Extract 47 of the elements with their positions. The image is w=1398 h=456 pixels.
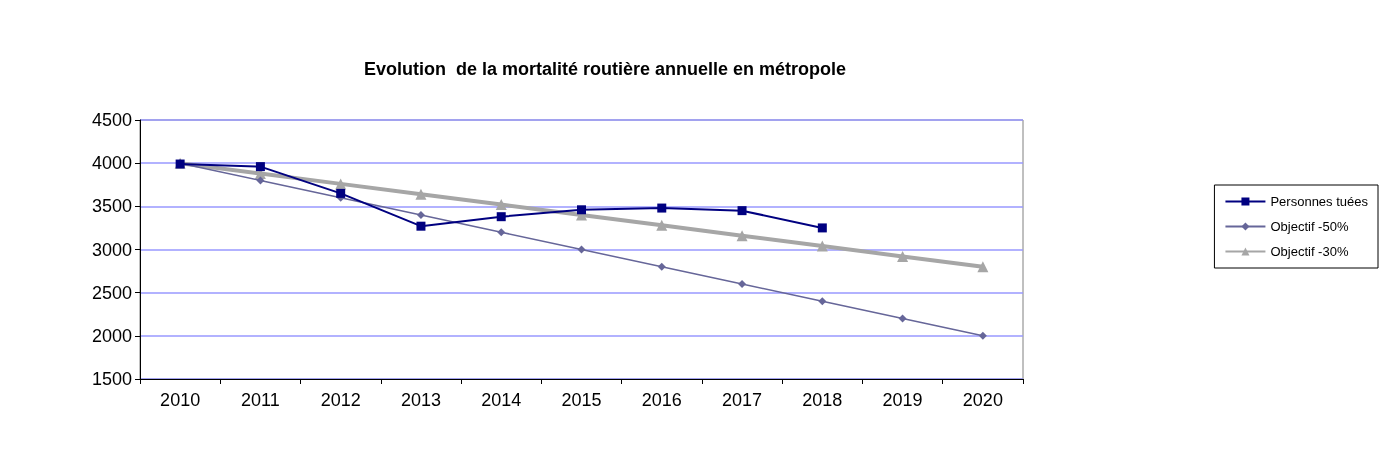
- point: [897, 250, 909, 262]
- point: [415, 188, 427, 200]
- point: [738, 280, 747, 289]
- point: [898, 314, 907, 323]
- point: [255, 162, 265, 172]
- point: [977, 261, 989, 273]
- y-tick-label: 2500: [91, 282, 132, 303]
- point: [817, 223, 827, 233]
- point: [737, 206, 747, 216]
- x-tick-label: 2018: [802, 390, 843, 410]
- point: [818, 297, 827, 306]
- legend-label: Objectif -30%: [1270, 244, 1349, 259]
- x-tick-label: 2010: [160, 390, 201, 410]
- point: [416, 221, 426, 231]
- x-tick-label: 2016: [641, 390, 682, 410]
- point: [335, 178, 347, 190]
- legend-label: Objectif -50%: [1270, 219, 1349, 234]
- point: [416, 210, 425, 219]
- point: [495, 199, 507, 211]
- x-tick-label: 2020: [962, 390, 1003, 410]
- x-tick-label: 2011: [241, 390, 280, 410]
- point: [336, 188, 346, 198]
- y-tick-label: 2000: [91, 325, 132, 346]
- point: [497, 228, 506, 237]
- y-tick-label: 4000: [91, 153, 132, 174]
- x-tick-label: 2015: [561, 390, 602, 410]
- legend-label: Personnes tuées: [1270, 194, 1369, 209]
- y-tick-label: 1500: [91, 369, 132, 389]
- x-tick-label: 2012: [320, 390, 361, 410]
- x-tick-label: 2013: [400, 390, 441, 410]
- x-tick-label: 2017: [722, 390, 763, 410]
- point: [657, 262, 666, 271]
- y-tick-label: 3000: [91, 239, 132, 260]
- point: [816, 240, 828, 252]
- point: [256, 176, 265, 185]
- x-tick-label: 2019: [882, 390, 923, 410]
- point: [577, 245, 586, 254]
- point: [577, 205, 586, 215]
- chart-title: Evolution de la mortalité routière annuelle en métropole: [363, 59, 847, 79]
- point: [496, 212, 506, 222]
- point: [736, 230, 748, 242]
- y-tick-label: 4500: [91, 110, 132, 130]
- y-tick-label: 3500: [91, 196, 132, 217]
- point: [656, 219, 668, 231]
- point: [978, 331, 987, 340]
- x-tick-label: 2014: [481, 390, 522, 410]
- point: [657, 203, 667, 213]
